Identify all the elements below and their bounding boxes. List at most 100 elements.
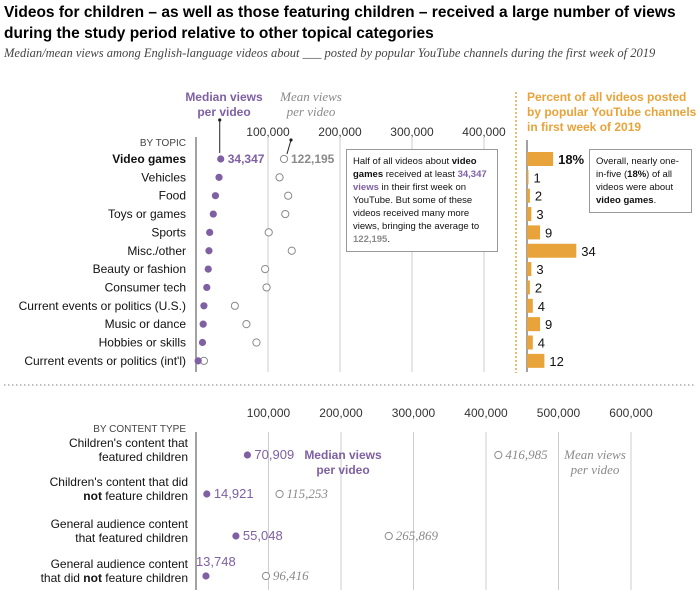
legend-median-line1: Median views [185, 90, 263, 104]
content-mean-point-4 [261, 571, 271, 581]
topic-tick-label: 400,000 [462, 125, 506, 139]
median-point-beauty-or-fashion [204, 265, 212, 273]
content-legend-mean-line2: per video [570, 462, 620, 477]
content-median-point-2 [203, 490, 211, 498]
content-mean-point-3 [384, 531, 393, 541]
median-point-vehicles [215, 173, 223, 181]
mean-point-consumer-tech [262, 283, 271, 292]
content-label-3-line-2: that featured children [75, 531, 188, 545]
mean-point-current-events-or-politics-u-s [230, 301, 239, 310]
content-label-1-line-1: Children's content that [69, 436, 189, 450]
median-point-current-events-or-politics-u-s [200, 302, 208, 310]
share-bar-food [527, 188, 530, 203]
chart-subtitle: Median/mean views among English-language… [4, 46, 656, 60]
content-label-4-line-1: General audience content [51, 557, 189, 571]
content-median-point-1 [243, 451, 252, 459]
topic-label-toys-or-games: Toys or games [108, 207, 186, 221]
content-label-4-line-2: that did not feature children [41, 571, 188, 585]
content-tick-label: 600,000 [609, 406, 653, 420]
topic-label-current-events-or-politics-u-s: Current events or politics (U.S.) [19, 299, 186, 313]
content-legend-median-line2: per video [316, 463, 369, 477]
bar-title-line-3: in first week of 2019 [527, 120, 641, 134]
topic-tick-label: 200,000 [318, 125, 362, 139]
legend-mean-line1: Mean views [279, 89, 342, 104]
content-section-label: BY CONTENT TYPE [93, 424, 186, 435]
topic-tick-label: 100,000 [246, 125, 290, 139]
median-point-hobbies-or-skills [198, 338, 207, 347]
share-label-food: 2 [535, 189, 542, 204]
share-bar-music-or-dance [527, 317, 541, 332]
median-point-toys-or-games [209, 210, 217, 218]
share-bar-misc-other [527, 243, 577, 258]
topic-label-misc-other: Misc./other [127, 244, 186, 258]
content-label-1-line-2: featured children [99, 450, 188, 464]
share-bar-beauty-or-fashion [527, 262, 532, 277]
share-bar-toys-or-games [527, 207, 532, 222]
content-label-3-line-1: General audience content [51, 517, 189, 531]
share-bar-current-events-or-politics-int-l [527, 353, 545, 368]
content-mean-value-4: 96,416 [273, 568, 309, 583]
video-games-callout: Half of all videos about video games rec… [346, 149, 498, 252]
mean-point-misc-other [287, 246, 296, 255]
legend-mean-leader [286, 139, 292, 155]
share-label-misc-other: 34 [581, 244, 595, 259]
median-point-sports [206, 228, 214, 236]
content-mean-value-1: 416,985 [505, 447, 548, 462]
share-note: Overall, nearly one-in-five (18%) of all… [589, 149, 692, 213]
mean-point-video-games [279, 154, 289, 164]
legend-median-line2: per video [197, 105, 250, 119]
share-label-consumer-tech: 2 [535, 280, 542, 295]
mean-point-beauty-or-fashion [261, 265, 270, 274]
median-point-video-games [217, 155, 225, 163]
mean-value-video-games: 122,195 [291, 152, 335, 166]
content-median-value-4: 13,748 [196, 554, 236, 569]
share-label-sports: 9 [545, 225, 552, 240]
content-median-value-3: 55,048 [243, 528, 283, 543]
mean-point-vehicles [275, 173, 284, 182]
legend-median-leader-dot [218, 118, 222, 122]
content-mean-value-3: 265,869 [396, 528, 439, 543]
median-point-misc-other [205, 247, 213, 255]
topic-label-sports: Sports [151, 225, 186, 239]
content-tick-label: 400,000 [464, 406, 508, 420]
content-tick-label: 500,000 [537, 406, 581, 420]
topic-label-food: Food [159, 189, 186, 203]
median-point-current-events-or-politics-int-l [194, 357, 202, 365]
share-label-music-or-dance: 9 [545, 317, 552, 332]
content-tick-label: 200,000 [319, 406, 363, 420]
content-label-2-line-1: Children's content that did [50, 475, 188, 489]
chart-title: Videos for children – as well as those f… [4, 4, 676, 42]
share-label-beauty-or-fashion: 3 [536, 262, 543, 277]
share-bar-sports [527, 225, 541, 240]
content-mean-value-2: 115,253 [287, 486, 329, 501]
bar-title-line-1: Percent of all videos posted [527, 90, 686, 104]
mean-point-hobbies-or-skills [252, 338, 261, 347]
mean-point-toys-or-games [281, 209, 290, 219]
topic-label-vehicles: Vehicles [141, 170, 186, 184]
median-point-consumer-tech [203, 283, 211, 292]
share-label-current-events-or-politics-u-s: 4 [538, 299, 545, 314]
content-label-2-line-2: not feature children [83, 489, 188, 503]
content-legend-mean-line1: Mean views [563, 447, 626, 462]
share-bar-consumer-tech [527, 280, 530, 295]
content-mean-point-1 [494, 450, 503, 460]
mean-point-music-or-dance [242, 320, 251, 329]
content-median-point-3 [232, 532, 240, 540]
content-tick-label: 300,000 [392, 406, 436, 420]
median-value-video-games: 34,347 [228, 152, 265, 166]
share-label-current-events-or-politics-int-l: 12 [549, 354, 563, 369]
share-bar-video-games [527, 152, 554, 166]
share-label-video-games: 18% [558, 152, 584, 167]
topic-label-current-events-or-politics-int-l: Current events or politics (int'l) [24, 354, 186, 368]
share-bar-vehicles [527, 170, 529, 185]
content-median-value-1: 70,909 [254, 447, 294, 462]
median-point-music-or-dance [199, 320, 207, 328]
content-tick-label: 100,000 [247, 406, 291, 420]
topic-tick-label: 300,000 [390, 125, 434, 139]
share-label-hobbies-or-skills: 4 [538, 336, 545, 351]
topic-label-video-games: Video games [112, 152, 186, 166]
content-mean-point-2 [275, 489, 284, 499]
content-median-value-2: 14,921 [214, 486, 254, 501]
